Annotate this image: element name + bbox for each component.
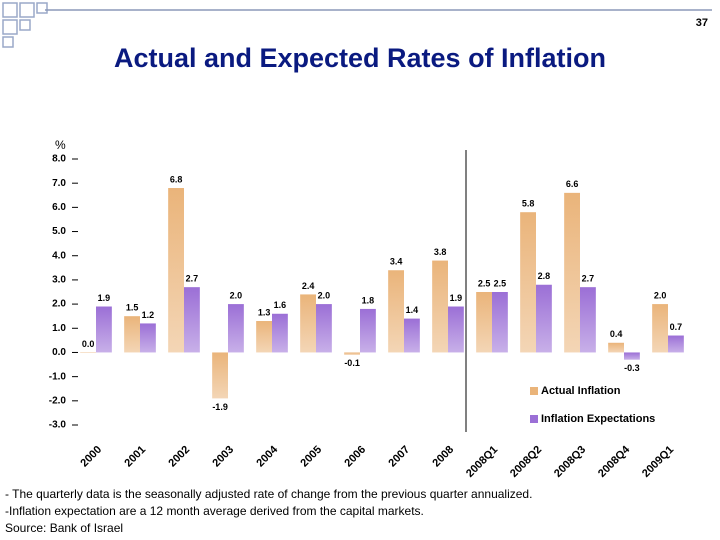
- y-tick-label: 8.0: [52, 154, 66, 165]
- bar: [96, 306, 112, 353]
- x-tick-label: 2001: [122, 444, 148, 470]
- footnote: Source: Bank of Israel: [5, 521, 123, 535]
- x-tick-label: 2008: [430, 444, 456, 470]
- x-tick-label: 2008Q2: [508, 444, 544, 480]
- y-tick-label: 0.0: [52, 347, 66, 358]
- x-tick-label: 2007: [386, 444, 412, 470]
- bar: [624, 352, 640, 360]
- bar: [564, 192, 580, 353]
- y-tick-label: -3.0: [49, 420, 67, 431]
- value-label: 1.9: [450, 293, 463, 303]
- value-label: -0.1: [344, 358, 360, 368]
- value-label: 3.4: [390, 257, 403, 267]
- x-tick-label: 2000: [78, 444, 104, 470]
- x-tick-label: 2008Q3: [552, 444, 588, 480]
- value-label: 1.9: [98, 293, 111, 303]
- value-label: 2.8: [538, 271, 551, 281]
- legend-label: Actual Inflation: [541, 385, 621, 397]
- y-tick-label: 3.0: [52, 275, 66, 286]
- y-tick-label: 7.0: [52, 178, 66, 189]
- value-label: 0.7: [670, 322, 683, 332]
- bar: [272, 313, 288, 353]
- bar: [360, 308, 376, 353]
- bar: [580, 287, 596, 353]
- bar: [652, 304, 668, 353]
- x-tick-label: 2006: [342, 444, 368, 470]
- footnote: -Inflation expectation are a 12 month av…: [5, 504, 424, 518]
- y-tick-label: -2.0: [49, 395, 67, 406]
- bar: [476, 292, 492, 353]
- x-tick-label: 2004: [254, 443, 280, 469]
- bar: [256, 321, 272, 353]
- y-tick-label: 6.0: [52, 202, 66, 213]
- y-tick-label: -1.0: [49, 371, 67, 382]
- y-tick-label: 4.0: [52, 250, 66, 261]
- bar: [124, 316, 140, 353]
- value-label: 2.5: [494, 278, 507, 288]
- legend-swatch: [530, 387, 538, 395]
- bar: [228, 304, 244, 353]
- bar: [212, 352, 228, 399]
- bar: [344, 352, 360, 355]
- value-label: 3.8: [434, 247, 447, 257]
- x-tick-label: 2005: [298, 444, 324, 470]
- bar: [432, 260, 448, 353]
- y-tick-label: 1.0: [52, 323, 66, 334]
- value-label: 2.0: [318, 290, 331, 300]
- bar: [388, 270, 404, 353]
- legend-swatch: [530, 415, 538, 423]
- value-label: 1.2: [142, 310, 155, 320]
- x-tick-label: 2002: [166, 444, 192, 470]
- value-label: 1.8: [362, 295, 375, 305]
- bar: [668, 335, 684, 353]
- bar: [316, 304, 332, 353]
- value-label: 5.8: [522, 199, 535, 209]
- bar: [608, 342, 624, 353]
- y-tick-label: 2.0: [52, 299, 66, 310]
- x-tick-label: 2008Q1: [464, 444, 500, 480]
- value-label: 2.0: [654, 290, 667, 300]
- x-tick-label: 2008Q4: [596, 443, 633, 480]
- value-label: 0.4: [610, 329, 623, 339]
- value-label: 2.7: [582, 274, 595, 284]
- bar: [300, 294, 316, 353]
- value-label: 2.7: [186, 274, 199, 284]
- x-tick-label: 2009Q1: [640, 444, 676, 480]
- y-tick-label: 5.0: [52, 226, 66, 237]
- legend-label: Inflation Expectations: [541, 413, 655, 425]
- y-axis-label: %: [55, 138, 66, 152]
- page-number: 37: [696, 17, 708, 29]
- bar: [536, 284, 552, 353]
- value-label: -0.3: [624, 363, 640, 373]
- value-label: 0.0: [82, 339, 95, 349]
- chart-title: Actual and Expected Rates of Inflation: [114, 43, 606, 73]
- bar: [168, 188, 184, 353]
- value-label: 2.5: [478, 278, 491, 288]
- decoration: [2, 2, 48, 48]
- bar: [448, 306, 464, 353]
- value-label: 2.4: [302, 281, 315, 291]
- footnote: - The quarterly data is the seasonally a…: [5, 487, 532, 501]
- value-label: 6.8: [170, 174, 183, 184]
- x-tick-label: 2003: [210, 444, 236, 470]
- value-label: 1.5: [126, 303, 139, 313]
- value-label: 1.4: [406, 305, 419, 315]
- bar: [492, 292, 508, 353]
- bar: [80, 352, 96, 353]
- value-label: 2.0: [230, 290, 243, 300]
- bar: [404, 318, 420, 353]
- value-label: 1.6: [274, 300, 287, 310]
- value-label: 6.6: [566, 179, 579, 189]
- bar: [520, 212, 536, 353]
- bar: [140, 323, 156, 353]
- bar: [184, 287, 200, 353]
- value-label: 1.3: [258, 307, 271, 317]
- value-label: -1.9: [212, 402, 228, 412]
